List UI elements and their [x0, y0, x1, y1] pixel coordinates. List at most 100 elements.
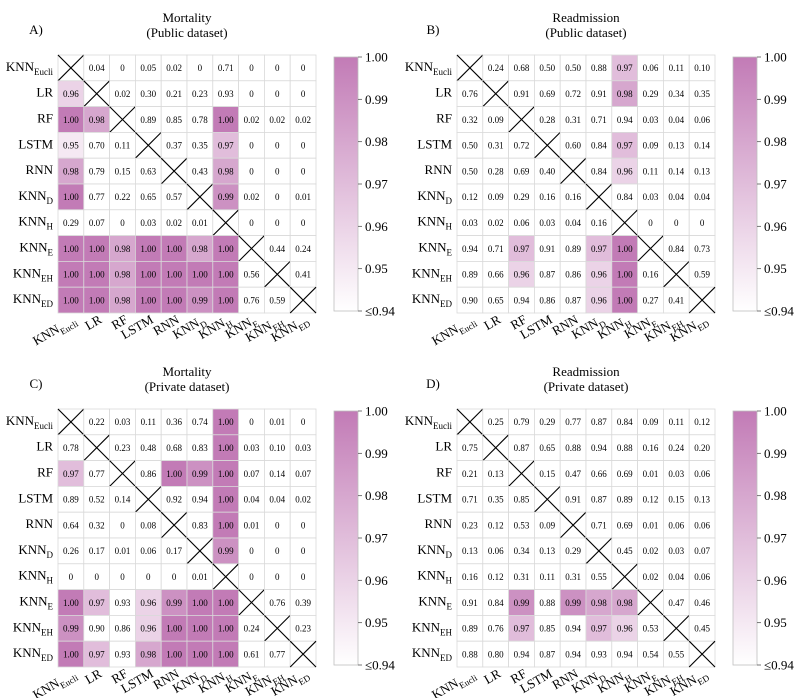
- cell-value-label: 0.04: [668, 572, 684, 582]
- cell-value-label: 0.02: [115, 89, 131, 99]
- cell-value-label: 0.16: [565, 192, 581, 202]
- cell-value-label: 0.35: [694, 89, 710, 99]
- heatmap-cell: [534, 511, 561, 539]
- column-label: RF: [508, 312, 529, 333]
- column-label-subscript: E: [251, 672, 261, 684]
- heatmap-cell: [186, 408, 214, 436]
- cell-value-label: 0.97: [514, 244, 530, 254]
- heatmap-cell: [611, 54, 638, 82]
- cell-value-label: 0.12: [462, 192, 478, 202]
- row-label: KNNEucli: [405, 413, 453, 431]
- cell-value-label: 0.54: [643, 649, 659, 659]
- cell-value-label: 0.06: [694, 469, 710, 479]
- cell-value-label: 0.31: [488, 141, 504, 151]
- colorbar: [333, 56, 359, 312]
- heatmap-cell: [456, 434, 484, 461]
- cell-value-label: 0: [301, 520, 306, 530]
- cell-value-label: 1.00: [218, 469, 234, 479]
- row-label-main: KNN: [412, 265, 441, 280]
- diagonal-cross-line: [611, 209, 638, 236]
- heatmap-cell: [238, 485, 265, 513]
- cell-value-label: 0.50: [462, 141, 478, 151]
- cell-value-label: 0.11: [643, 166, 658, 176]
- row-label: KNND: [417, 542, 452, 560]
- heatmap-cell: [508, 286, 535, 314]
- cell-value-label: 0: [249, 417, 254, 427]
- diagonal-cross-line: [186, 183, 214, 211]
- cell-value-label: 0.99: [218, 192, 234, 202]
- row-label-subscript: D: [47, 196, 54, 206]
- heatmap-cell: [134, 286, 162, 314]
- row-label-subscript: E: [447, 602, 453, 612]
- cell-value-label: 0: [301, 218, 306, 228]
- cell-value-label: 0.91: [591, 89, 607, 99]
- heatmap-cell: [289, 183, 317, 211]
- cell-value-label: 1.00: [63, 244, 79, 254]
- diagonal-cross-line: [482, 80, 509, 107]
- cell-value-label: 0.48: [140, 443, 156, 453]
- row-label: LR: [435, 439, 452, 454]
- chart-subtitle: (Private dataset): [145, 379, 230, 394]
- cell-value-label: 0.86: [115, 624, 131, 634]
- row-label-subscript: H: [446, 222, 453, 232]
- cell-value-label: 0.02: [488, 218, 504, 228]
- heatmap-cell: [663, 511, 690, 539]
- heatmap-cell: [134, 80, 162, 108]
- cell-value-label: 0.03: [140, 218, 156, 228]
- heatmap-cell: [482, 485, 509, 513]
- heatmap-cell: [559, 460, 587, 487]
- row-label-subscript: EH: [41, 273, 53, 283]
- colorbar-tick-label: 0.98: [365, 134, 388, 149]
- diagonal-cross-line: [559, 157, 587, 185]
- heatmap-cell: [637, 563, 664, 590]
- diagonal-cross-line: [534, 132, 561, 159]
- cell-value-label: 0.07: [295, 469, 311, 479]
- cell-value-label: 0: [275, 520, 280, 530]
- column-label-main: LR: [481, 311, 503, 332]
- heatmap-cell: [456, 131, 484, 159]
- heatmap-cell: [160, 640, 188, 668]
- column-label-main: KNN: [667, 671, 699, 698]
- diagonal-cross-line: [135, 132, 162, 159]
- heatmap-cell: [263, 183, 291, 211]
- cell-value-label: 0.46: [694, 598, 710, 608]
- row-label: KNNE: [19, 594, 53, 612]
- heatmap-cell: [289, 131, 317, 159]
- row-label-subscript: EH: [440, 627, 452, 637]
- diagonal-cross-line: [160, 157, 188, 185]
- heatmap-cell: [57, 131, 85, 159]
- cell-value-label: 1.00: [89, 295, 105, 305]
- row-label: LR: [36, 85, 53, 100]
- cell-value-label: 0.75: [462, 443, 478, 453]
- cell-value-label: 0.98: [115, 295, 131, 305]
- heatmap-cell: [238, 80, 265, 108]
- heatmap-cell: [289, 106, 317, 133]
- heatmap-cell: [212, 537, 240, 565]
- cell-value-label: 1.00: [617, 244, 633, 254]
- row-label-subscript: EH: [41, 627, 53, 637]
- cell-value-label: 0.71: [591, 115, 607, 125]
- panel-label: C): [30, 376, 43, 391]
- cell-value-label: 0.03: [244, 443, 260, 453]
- cell-value-label: 0.01: [244, 520, 260, 530]
- cell-value-label: 0.88: [539, 598, 555, 608]
- heatmap-cell: [109, 183, 136, 211]
- colorbar-tick-label: 0.97: [764, 531, 787, 546]
- row-label: KNNE: [19, 240, 53, 258]
- cell-value-label: 1.00: [617, 270, 633, 280]
- cell-value-label: 0.35: [192, 141, 208, 151]
- row-label-main: KNN: [18, 214, 47, 229]
- cell-value-label: 0.03: [115, 417, 131, 427]
- cell-value-label: 0.94: [565, 649, 581, 659]
- cell-value-label: 1.00: [63, 115, 79, 125]
- cell-value-label: 0: [301, 89, 306, 99]
- row-label-main: RF: [37, 465, 53, 480]
- cell-value-label: 0.98: [115, 244, 131, 254]
- cell-value-label: 0.72: [565, 89, 581, 99]
- cell-value-label: 1.00: [166, 624, 182, 634]
- column-label: KNNED: [667, 311, 711, 347]
- cell-value-label: 0.88: [617, 443, 633, 453]
- cell-value-label: 0: [275, 572, 280, 582]
- cell-value-label: 0.03: [643, 115, 659, 125]
- cell-value-label: 0.01: [295, 192, 311, 202]
